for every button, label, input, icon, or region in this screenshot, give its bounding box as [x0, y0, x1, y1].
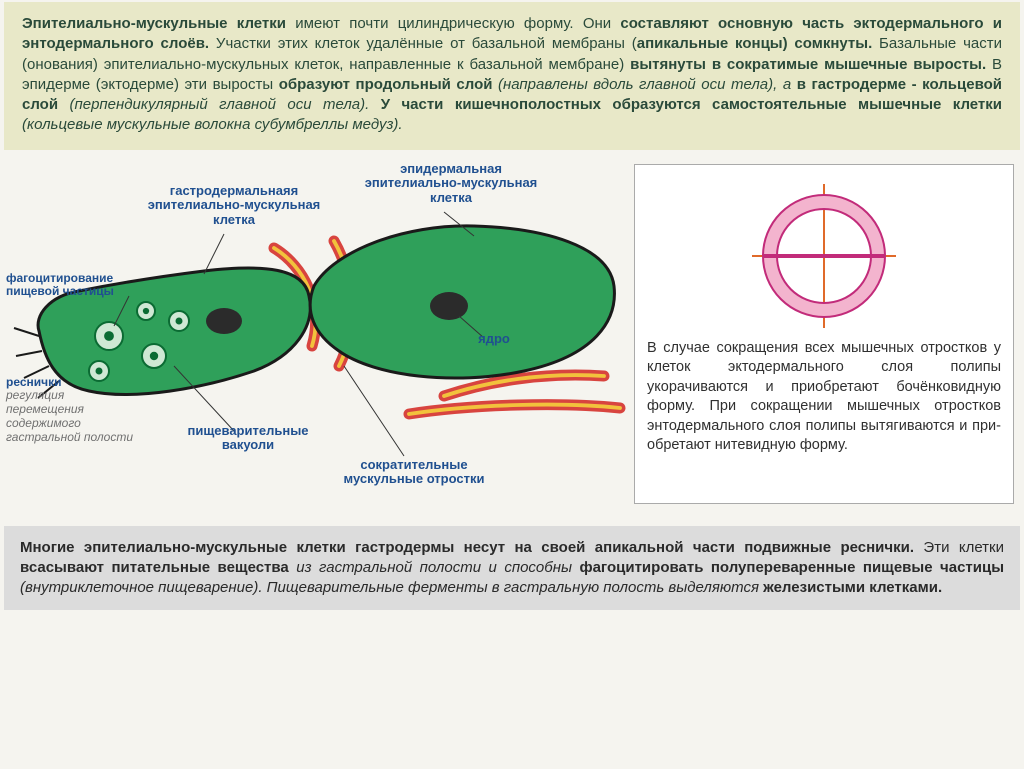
label-cilia: ресничкирегуляция перемещения содержимог…	[6, 376, 136, 445]
top-paragraph: Эпителиально-мускульные клетки имеют поч…	[22, 14, 1002, 136]
ring-cross-icon	[749, 181, 899, 331]
label-phagocytosis: фагоцитированиепищевой частицы	[6, 272, 146, 300]
bottom-paragraph: Многие эпителиально-мускульные клетки га…	[20, 538, 1004, 599]
right-paragraph: В случае сокращения всех мышечных отрост…	[647, 339, 1001, 456]
top-text-panel: Эпителиально-мускульные клетки имеют поч…	[4, 2, 1020, 150]
label-vacuoles: пищеварительныевакуоли	[168, 424, 328, 454]
label-gastrodermal-cell: гастродермальнаяяэпителиально-мускульная…	[124, 184, 344, 229]
label-contractile: сократительныемускульные отростки	[314, 458, 514, 488]
right-info-box: В случае сокращения всех мышечных отрост…	[634, 164, 1014, 504]
label-nucleus: ядро	[464, 332, 524, 347]
bottom-text-panel: Многие эпителиально-мускульные клетки га…	[4, 526, 1020, 611]
diagram-area: гастродермальнаяяэпителиально-мускульная…	[4, 156, 1020, 516]
label-epidermal-cell: эпидермальнаяэпителиально-мускульнаяклет…	[346, 162, 556, 207]
